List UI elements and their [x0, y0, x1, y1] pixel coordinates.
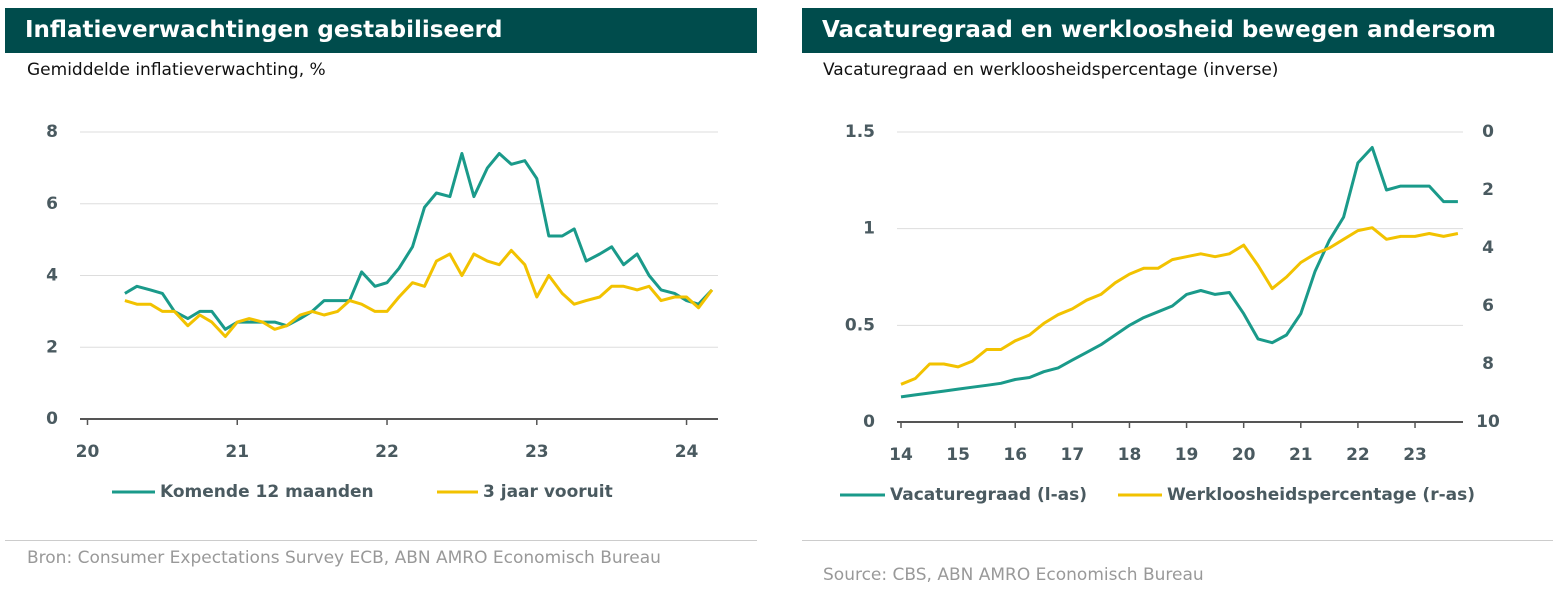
y2-tick-label: 2	[1482, 180, 1494, 200]
legend-label: Komende 12 maanden	[160, 482, 374, 502]
subtitle: Gemiddelde inflatieverwachting, %	[27, 60, 326, 80]
series-line	[124, 248, 714, 338]
x-tick-label: 20	[76, 442, 100, 462]
y2-tick-label: 8	[1482, 354, 1494, 374]
y-tick-label: 0.5	[845, 315, 875, 335]
y-tick-label: 2	[46, 337, 58, 357]
x-tick-label: 18	[1118, 445, 1142, 465]
source: Bron: Consumer Expectations Survey ECB, …	[27, 548, 661, 568]
x-tick-label: 23	[525, 442, 549, 462]
x-tick-label: 16	[1003, 445, 1027, 465]
source: Source: CBS, ABN AMRO Economisch Bureau	[823, 565, 1204, 585]
series-line	[124, 152, 714, 331]
x-tick-label: 17	[1061, 445, 1085, 465]
x-tick-label: 21	[1289, 445, 1313, 465]
legend-label: Werkloosheidspercentage (r-as)	[1167, 485, 1475, 505]
y2-tick-label: 10	[1476, 412, 1500, 432]
x-tick-label: 14	[889, 445, 913, 465]
y2-tick-label: 6	[1482, 296, 1494, 316]
panel-title: Inflatieverwachtingen gestabiliseerd	[5, 8, 757, 53]
x-tick-label: 21	[225, 442, 249, 462]
x-tick-label: 22	[1346, 445, 1370, 465]
separator	[5, 540, 757, 541]
x-tick-label: 24	[675, 442, 699, 462]
separator	[802, 540, 1553, 541]
series-line	[900, 146, 1458, 399]
y-tick-label: 0	[46, 409, 58, 429]
y-tick-label: 8	[46, 122, 58, 142]
x-tick-label: 23	[1403, 445, 1427, 465]
subtitle: Vacaturegraad en werkloosheidspercentage…	[823, 60, 1279, 80]
legend-label: 3 jaar vooruit	[483, 482, 613, 502]
y-tick-label: 4	[46, 266, 58, 286]
y-tick-label: 1	[863, 219, 875, 239]
legend-label: Vacaturegraad (l-as)	[890, 485, 1087, 505]
y-tick-label: 1.5	[845, 122, 875, 142]
y-tick-label: 6	[46, 194, 58, 214]
y-tick-label: 0	[863, 412, 875, 432]
x-tick-label: 20	[1232, 445, 1256, 465]
panel-title: Vacaturegraad en werkloosheid bewegen an…	[802, 8, 1553, 53]
y2-tick-label: 0	[1482, 122, 1494, 142]
series-line	[900, 226, 1459, 386]
y2-tick-label: 4	[1482, 238, 1494, 258]
x-tick-label: 22	[375, 442, 399, 462]
x-tick-label: 15	[946, 445, 970, 465]
x-tick-label: 19	[1175, 445, 1199, 465]
